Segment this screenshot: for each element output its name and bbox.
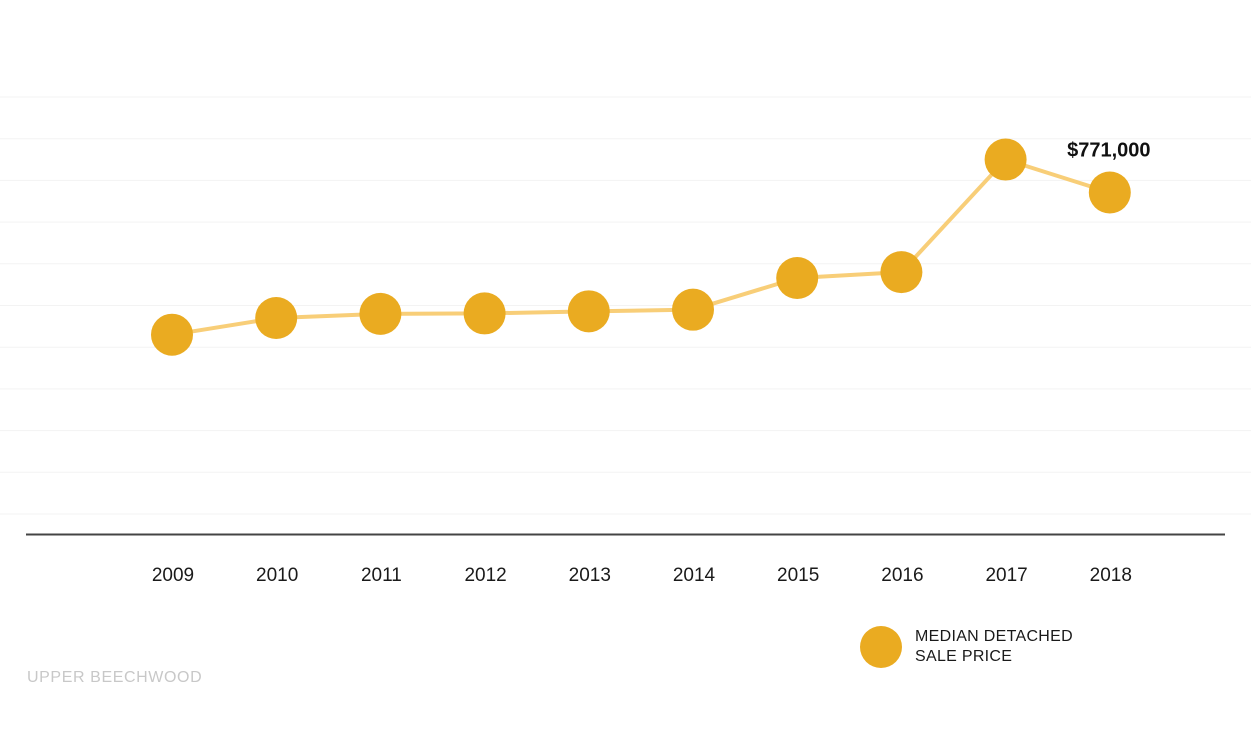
x-tick-label: 2014 — [673, 565, 716, 586]
x-tick-label: 2009 — [152, 565, 194, 586]
data-point-2010 — [255, 297, 298, 340]
legend-label-line2: SALE PRICE — [915, 648, 1013, 665]
data-point-2011 — [359, 292, 402, 335]
x-tick-label: 2011 — [361, 565, 402, 586]
data-label-2018: $771,000 — [1067, 139, 1150, 161]
legend: MEDIAN DETACHED SALE PRICE — [860, 626, 1073, 668]
series-line — [171, 157, 1111, 337]
data-labels: $771,000 — [1067, 139, 1150, 161]
data-point-2013 — [567, 290, 610, 333]
x-tick-label: 2012 — [464, 565, 506, 586]
data-point-2016 — [880, 251, 923, 294]
x-tick-label: 2018 — [1090, 565, 1132, 586]
x-tick-labels: 2009 2010 2011 2012 2013 2014 2015 2016 2017 2018 — [152, 565, 1132, 586]
gridlines — [0, 96, 1251, 515]
legend-marker-icon — [860, 626, 902, 668]
data-point-2009 — [151, 313, 193, 356]
data-point-2015 — [776, 256, 819, 299]
x-tick-label: 2013 — [569, 565, 611, 586]
legend-label: MEDIAN DETACHED SALE PRICE — [915, 627, 1073, 667]
series-line-group — [171, 157, 1111, 337]
neighbourhood-label: UPPER BEECHWOOD — [27, 669, 203, 686]
data-point-2018 — [1088, 171, 1131, 214]
data-point-2017 — [984, 138, 1027, 181]
x-tick-label: 2016 — [881, 565, 923, 586]
x-tick-label: 2010 — [256, 565, 298, 586]
data-point-2014 — [672, 288, 714, 331]
x-tick-label: 2015 — [777, 565, 819, 586]
data-points — [151, 138, 1131, 356]
x-tick-label: 2017 — [985, 565, 1027, 586]
data-point-2012 — [463, 292, 506, 335]
legend-label-line1: MEDIAN DETACHED — [915, 628, 1073, 645]
